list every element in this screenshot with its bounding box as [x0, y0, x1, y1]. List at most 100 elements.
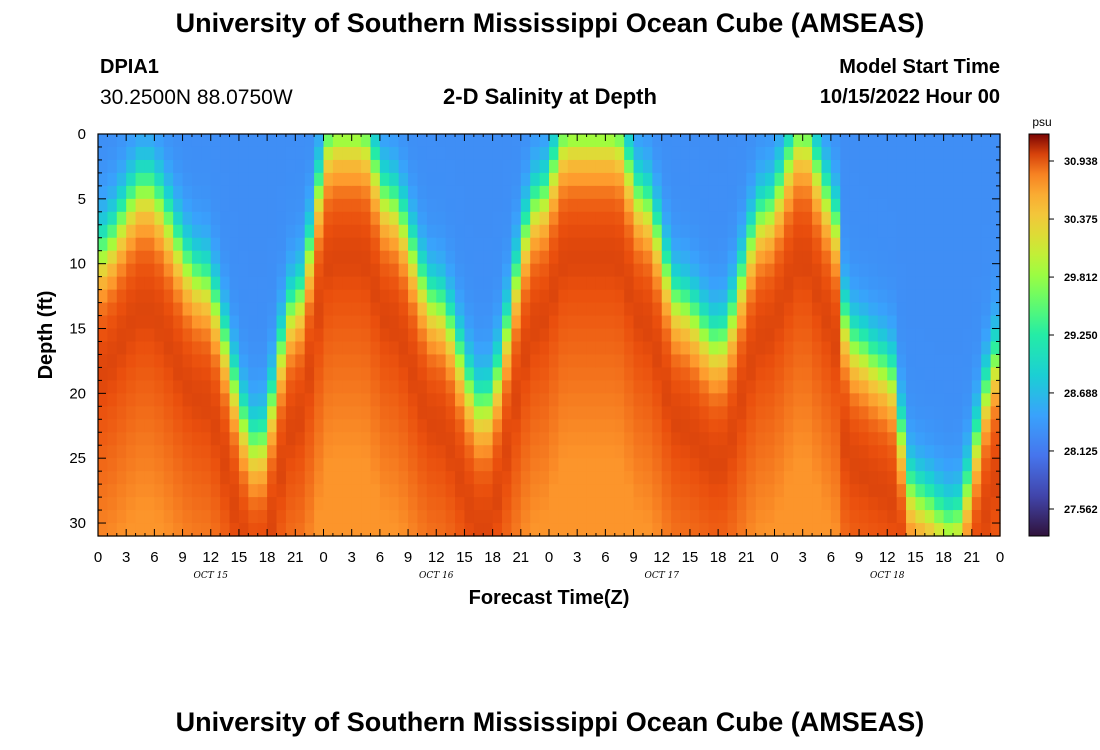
heatmap-cell [389, 211, 400, 226]
heatmap-cell [314, 419, 325, 433]
heatmap-cell [708, 237, 719, 252]
heatmap-cell [229, 445, 240, 459]
heatmap-cell [398, 341, 409, 356]
heatmap-cell [210, 367, 221, 381]
heatmap-cell [398, 419, 409, 433]
heatmap-cell [605, 211, 616, 226]
heatmap-cell [379, 341, 390, 356]
heatmap-cell [595, 367, 606, 381]
heatmap-cell [210, 406, 221, 420]
heatmap-cell [417, 341, 428, 356]
heatmap-cell [398, 289, 409, 304]
heatmap-cell [595, 471, 606, 485]
heatmap-cell [220, 497, 231, 511]
heatmap-cell [144, 341, 155, 356]
heatmap-cell [633, 367, 644, 381]
heatmap-cell [116, 510, 127, 524]
heatmap-cell [257, 315, 268, 330]
heatmap-cell [304, 510, 315, 524]
heatmap-cell [746, 315, 757, 330]
heatmap-cell [680, 510, 691, 524]
heatmap-cell [680, 302, 691, 317]
heatmap-cell [558, 341, 569, 356]
heatmap-cell [210, 419, 221, 433]
heatmap-cell [539, 523, 550, 537]
heatmap-cell [417, 458, 428, 472]
heatmap-cell [689, 367, 700, 381]
heatmap-cell [558, 432, 569, 446]
heatmap-cell [953, 510, 964, 524]
heatmap-cell [135, 471, 146, 485]
heatmap-cell [558, 354, 569, 369]
heatmap-cell [408, 458, 419, 472]
heatmap-cell [859, 432, 870, 446]
heatmap-cell [417, 146, 428, 161]
heatmap-cell [727, 315, 738, 330]
heatmap-cell [267, 250, 278, 265]
heatmap-cell [492, 445, 503, 459]
heatmap-cell [257, 224, 268, 239]
heatmap-cell [173, 263, 184, 278]
heatmap-cell [220, 406, 231, 420]
heatmap-cell [642, 172, 653, 187]
heatmap-cell [558, 276, 569, 291]
heatmap-cell [642, 302, 653, 317]
heatmap-cell [962, 458, 973, 472]
heatmap-cell [549, 523, 559, 537]
heatmap-cell [727, 263, 738, 278]
heatmap-cell [295, 224, 306, 239]
heatmap-cell [821, 328, 832, 343]
heatmap-cell [455, 354, 466, 369]
heatmap-cell [107, 159, 118, 174]
heatmap-cell [342, 471, 353, 485]
heatmap-cell [736, 497, 747, 511]
heatmap-cell [191, 302, 202, 317]
heatmap-cell [708, 367, 719, 381]
heatmap-cell [267, 497, 278, 511]
heatmap-cell [840, 445, 851, 459]
heatmap-cell [455, 146, 466, 161]
heatmap-cell [783, 445, 794, 459]
heatmap-cell [220, 146, 231, 161]
heatmap-cell [934, 159, 945, 174]
heatmap-cell [605, 159, 616, 174]
heatmap-cell [229, 134, 240, 148]
heatmap-cell [934, 172, 945, 187]
heatmap-cell [107, 328, 118, 343]
heatmap-cell [699, 289, 710, 304]
heatmap-cell [436, 302, 447, 317]
heatmap-cell [408, 250, 419, 265]
heatmap-cell [774, 159, 785, 174]
heatmap-cell [539, 198, 550, 213]
heatmap-cell [351, 471, 362, 485]
heatmap-cell [379, 134, 390, 148]
heatmap-cell [492, 393, 503, 407]
heatmap-cell [436, 367, 447, 381]
x-tick-label: 12 [879, 549, 896, 566]
heatmap-cell [408, 185, 419, 200]
heatmap-cell [191, 211, 202, 226]
heatmap-cell [229, 198, 240, 213]
heatmap-cell [126, 250, 137, 265]
heatmap-cell [201, 328, 212, 343]
heatmap-cell [821, 198, 832, 213]
heatmap-cell [915, 406, 926, 420]
heatmap-cell [877, 237, 888, 252]
heatmap-cell [520, 497, 531, 511]
heatmap-cell [163, 510, 174, 524]
heatmap-cell [868, 159, 879, 174]
heatmap-cell [408, 341, 419, 356]
heatmap-cell [295, 263, 306, 278]
heatmap-cell [98, 159, 108, 174]
heatmap-cell [398, 432, 409, 446]
heatmap-cell [163, 302, 174, 317]
heatmap-cell [783, 146, 794, 161]
heatmap-cell [285, 354, 296, 369]
heatmap-cell [652, 510, 663, 524]
heatmap-cell [511, 484, 522, 498]
heatmap-cell [840, 263, 851, 278]
heatmap-cell [577, 419, 588, 433]
heatmap-cell [520, 380, 531, 394]
heatmap-cell [483, 458, 494, 472]
heatmap-cell [426, 211, 437, 226]
